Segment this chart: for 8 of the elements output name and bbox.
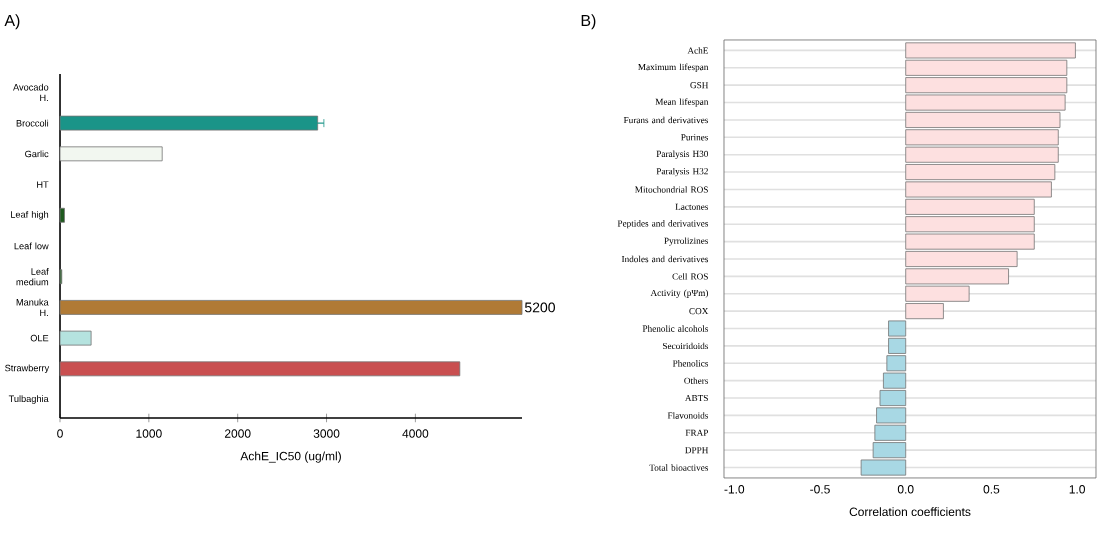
bar: [59, 207, 65, 223]
bar: [59, 361, 461, 377]
chart-title: A): [4, 14, 20, 30]
text: B): [581, 14, 596, 30]
bar: [59, 330, 92, 346]
bar: [59, 300, 523, 315]
bar: [59, 115, 319, 131]
bar: [59, 146, 163, 162]
